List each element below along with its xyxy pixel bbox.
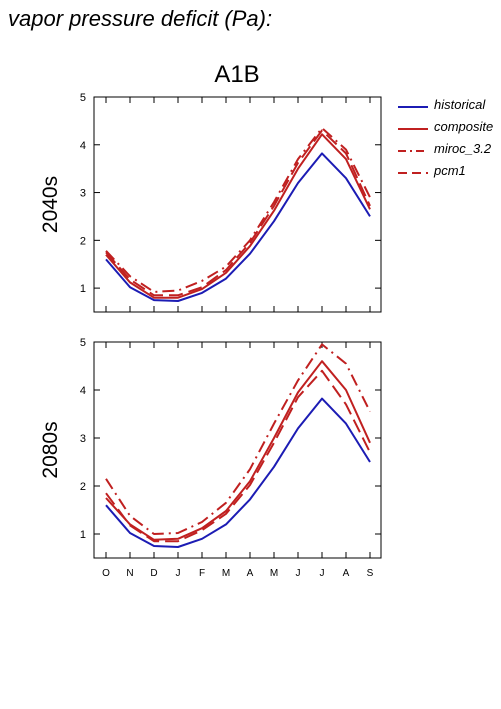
x-tick-label: J: [320, 568, 325, 579]
page-title: vapor pressure deficit (Pa):: [8, 6, 273, 31]
x-tick-label: S: [367, 568, 374, 579]
legend-label: pcm1: [434, 163, 466, 178]
x-tick-label: O: [102, 568, 110, 579]
legend-swatch: [398, 172, 428, 174]
y-tick-label: 1: [80, 529, 86, 541]
series-line-composite: [105, 133, 371, 299]
x-tick-label: D: [150, 568, 157, 579]
series-line-miroc-3-2: [105, 343, 371, 535]
y-tick-label: 2: [80, 235, 86, 247]
x-tick-label: N: [126, 568, 133, 579]
series-line-composite: [105, 360, 371, 541]
legend-swatch: [398, 128, 428, 130]
y-axis-label: 2080s: [39, 421, 62, 478]
y-tick-label: 4: [80, 385, 86, 397]
x-tick-label: M: [270, 568, 278, 579]
y-tick-label: 3: [80, 188, 86, 200]
y-axis-label: 2040s: [39, 176, 62, 233]
x-tick-label: M: [222, 568, 230, 579]
y-tick-label: 3: [80, 433, 86, 445]
y-tick-label: 5: [80, 92, 86, 104]
series-line-miroc-3-2: [105, 127, 371, 293]
y-tick-label: 5: [80, 337, 86, 349]
x-tick-label: A: [343, 568, 350, 579]
y-tick-label: 4: [80, 140, 86, 152]
series-line-pcm1: [105, 369, 371, 543]
legend-swatch: [398, 106, 428, 108]
plot-frame: [93, 341, 382, 559]
legend-label: composite: [434, 119, 494, 134]
series-line-historical: [105, 397, 371, 548]
y-tick-label: 2: [80, 481, 86, 493]
scenario-title: A1B: [214, 61, 259, 88]
x-tick-label: J: [176, 568, 181, 579]
x-tick-label: J: [296, 568, 301, 579]
series-line-pcm1: [105, 129, 371, 297]
x-tick-label: A: [247, 568, 254, 579]
plot-frame: [93, 96, 382, 313]
x-tick-label: F: [199, 568, 205, 579]
legend-label: historical: [434, 97, 486, 112]
series-line-historical: [105, 152, 371, 302]
y-tick-label: 1: [80, 283, 86, 295]
legend-label: miroc_3.2: [434, 141, 492, 156]
legend-swatch: [398, 150, 428, 152]
